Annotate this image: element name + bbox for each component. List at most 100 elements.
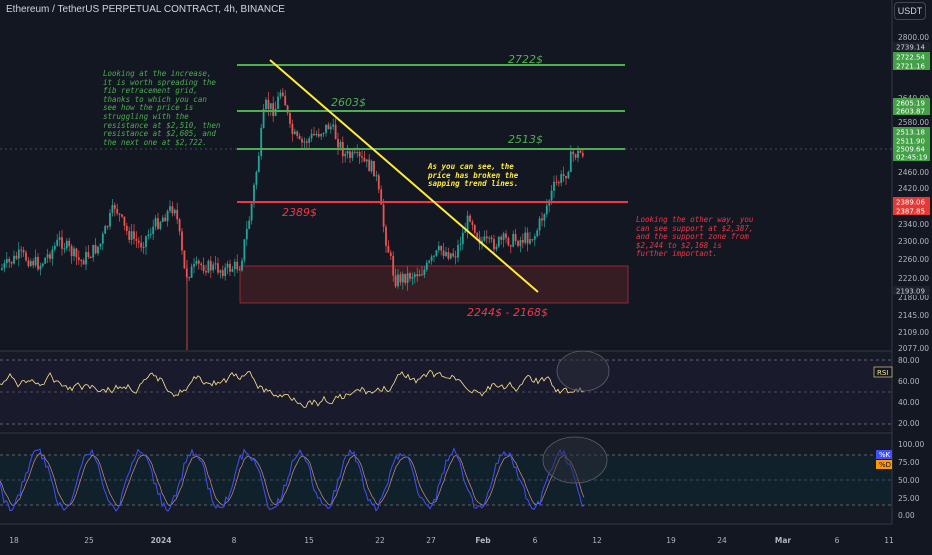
- candle-body: [315, 134, 318, 136]
- price-tag-label: 2387.85: [896, 208, 925, 216]
- candle-body: [68, 240, 71, 247]
- candle-body: [531, 239, 534, 241]
- candle-body: [361, 156, 363, 158]
- price-tag-label: 2509.64: [896, 146, 925, 154]
- candle-body: [473, 225, 476, 233]
- price-tag: [893, 197, 930, 206]
- candle-body: [574, 154, 577, 158]
- candle-body: [353, 151, 356, 153]
- stoch-highlight-circle[interactable]: [542, 436, 608, 484]
- candle-body: [286, 105, 289, 113]
- price-tick-label: 2460.00: [898, 168, 929, 177]
- candle-body: [25, 252, 27, 261]
- candle-body: [349, 151, 351, 158]
- candle-body: [545, 205, 548, 215]
- candle-body: [394, 275, 397, 287]
- candle-body: [253, 184, 255, 204]
- candle-body: [173, 209, 176, 214]
- time-tick-label: Mar: [775, 536, 792, 545]
- candle-body: [457, 244, 459, 258]
- candle-body: [41, 263, 44, 266]
- rsi-highlight-circle[interactable]: [556, 350, 610, 392]
- label-support-zone: 2244$ - 2168$: [467, 306, 548, 319]
- candle-body: [226, 263, 229, 268]
- time-tick-label: 11: [884, 536, 894, 545]
- price-tag: [893, 136, 930, 145]
- rsi-tick-label: 60.00: [898, 377, 920, 386]
- candle-body: [58, 237, 61, 240]
- trend-line[interactable]: [269, 59, 539, 293]
- candle-body: [61, 237, 63, 249]
- candle-body: [176, 209, 179, 220]
- candle-body: [363, 157, 366, 162]
- candle-body: [202, 265, 205, 272]
- candle-body: [8, 258, 11, 262]
- candle-body: [541, 218, 543, 221]
- candle-body: [190, 266, 193, 278]
- candle-body: [17, 249, 20, 259]
- candle-body: [224, 267, 227, 277]
- price-tag: [893, 52, 930, 61]
- candle-body: [37, 256, 39, 270]
- candle-body: [65, 240, 68, 249]
- candle-body: [279, 92, 282, 97]
- candle-body: [181, 231, 183, 251]
- candle-body: [469, 215, 471, 222]
- label-2722: 2722$: [508, 53, 543, 66]
- candle-body: [166, 210, 169, 222]
- candle-body: [161, 217, 164, 223]
- candle-body: [303, 141, 306, 143]
- candle-body: [34, 256, 37, 266]
- stoch-d-label: %D: [879, 461, 891, 469]
- candle-body: [581, 152, 584, 157]
- candle-body: [512, 233, 515, 247]
- candle-body: [548, 200, 551, 206]
- price-tick-label: 2260.00: [898, 255, 929, 264]
- candle-body: [200, 263, 203, 266]
- price-tag-label: 2722.54: [896, 54, 925, 62]
- candle-body: [233, 261, 236, 270]
- candle-body: [277, 96, 279, 109]
- candle-body: [313, 133, 315, 136]
- price-tag-label: 2721.16: [896, 63, 925, 71]
- stoch-k-label: %K: [879, 451, 891, 459]
- candle-body: [317, 134, 320, 137]
- candle-body: [459, 244, 462, 246]
- candle-body: [346, 151, 349, 154]
- candle-body: [565, 175, 567, 179]
- candle-body: [339, 142, 342, 148]
- rsi-axis[interactable]: 80.00 60.00 40.00 20.00: [898, 356, 920, 428]
- candle-body: [358, 152, 361, 157]
- price-tick-label: 2145.00: [898, 311, 929, 320]
- candle-body: [221, 270, 224, 277]
- candle-body: [325, 124, 327, 133]
- candle-body: [260, 127, 263, 156]
- candle-body: [205, 271, 207, 273]
- candles-group: [1, 87, 584, 350]
- candle-body: [485, 236, 488, 239]
- candle-body: [505, 233, 507, 238]
- candle-body: [142, 247, 145, 249]
- support-zone[interactable]: [239, 265, 629, 304]
- price-tag-label: 2389.06: [896, 199, 925, 207]
- time-axis[interactable]: 18 25 2024 8 15 22 27 Feb 6 12 19 24 Mar 6 11: [9, 536, 894, 545]
- currency-button[interactable]: USDT: [894, 2, 926, 20]
- candle-body: [284, 95, 287, 106]
- price-tag-label: 2605.19: [896, 100, 925, 108]
- candle-body: [123, 216, 126, 226]
- candle-body: [46, 254, 49, 258]
- candle-body: [344, 153, 347, 157]
- candle-body: [113, 205, 116, 209]
- candle-body: [56, 239, 59, 246]
- candle-body: [430, 256, 433, 261]
- stoch-k-label-box: [876, 450, 892, 459]
- stoch-axis[interactable]: 100.00 75.00 50.00 25.00 0.00: [898, 440, 924, 520]
- candle-body: [327, 124, 330, 130]
- candle-body: [298, 135, 301, 139]
- candle-body: [526, 232, 529, 244]
- candle-body: [125, 225, 128, 231]
- time-tick-label: 6: [533, 536, 538, 545]
- candle-body: [241, 260, 243, 271]
